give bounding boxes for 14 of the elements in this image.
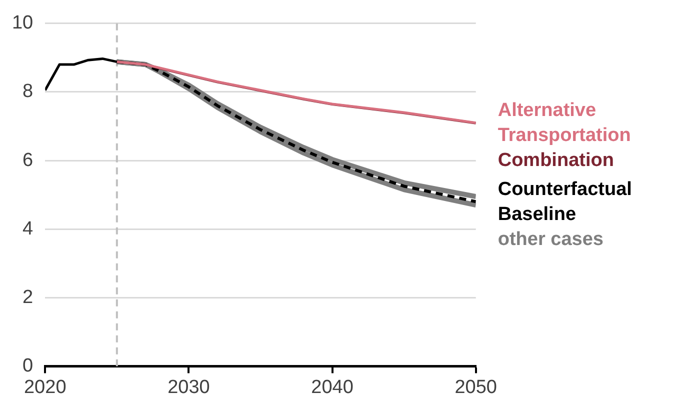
text: other cases (498, 228, 604, 252)
y-tick-label: 4 (22, 218, 34, 240)
x-tick-label: 2020 (24, 376, 66, 398)
x-tick-label: 2050 (454, 376, 498, 398)
x-tick-label: 2030 (168, 376, 210, 398)
y-tick-label: 6 (22, 150, 34, 171)
y-tick-label: 2 (22, 286, 34, 308)
series-label: Combination (498, 148, 615, 173)
y-tick-label: 8 (22, 81, 34, 102)
x-tick-label: 2040 (311, 376, 354, 398)
series-label: Counterfactual Baseline (498, 178, 633, 227)
y-tick-label: 10 (12, 12, 34, 34)
series-label: Alternative Transportation (498, 98, 632, 148)
y-tick-label: 0 (22, 355, 34, 376)
